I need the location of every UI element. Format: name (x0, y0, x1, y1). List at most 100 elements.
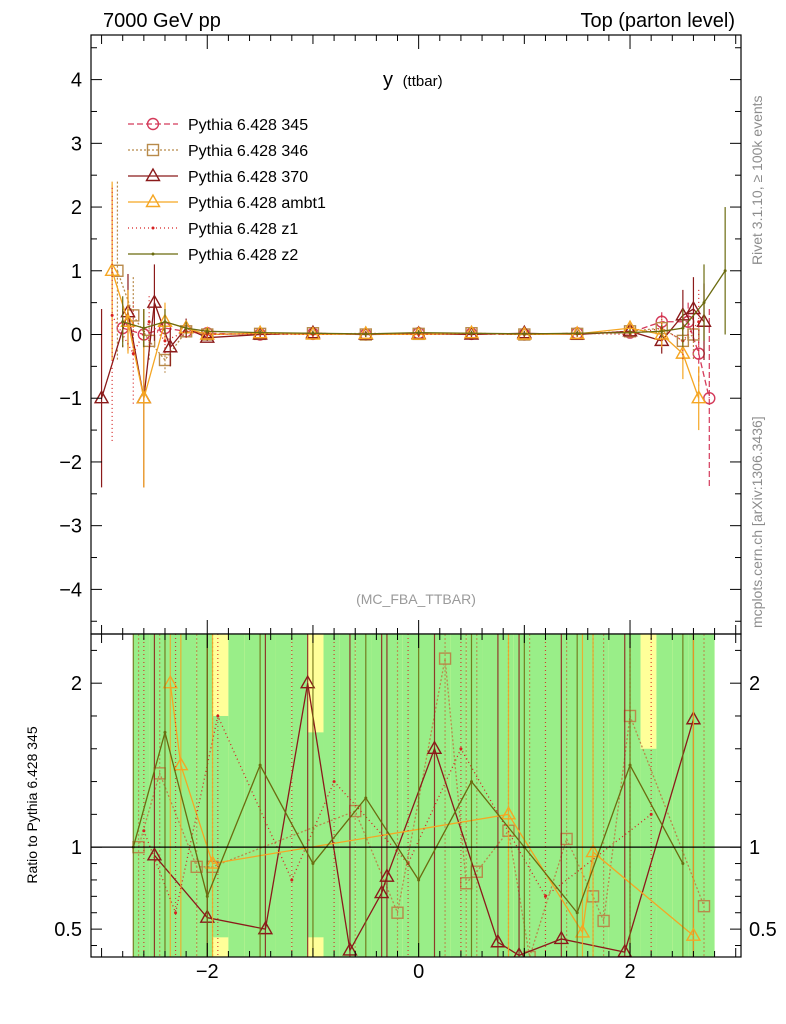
main-y-axis: −4 −3 −2 −1 0 1 2 3 4 (59, 47, 741, 622)
ratio-point (597, 914, 610, 928)
legend-label: Pythia 6.428 z1 (188, 221, 298, 238)
header-energy: 7000 GeV pp (103, 10, 221, 32)
data-point (162, 338, 178, 353)
ratio-point (685, 927, 702, 941)
data-point (199, 329, 215, 343)
band-inner (180, 634, 197, 957)
ratio-y-tick-label-left: 2 (71, 673, 82, 695)
ratio-point (373, 884, 390, 899)
legend-marker (151, 252, 155, 256)
data-point (163, 320, 167, 324)
legend-marker (146, 117, 160, 131)
main-series-group (93, 181, 727, 488)
band-inner (545, 634, 562, 957)
y-tick-label: −3 (59, 516, 82, 538)
data-point (142, 326, 146, 330)
ratio-point (146, 846, 163, 861)
band-inner (418, 634, 435, 957)
ratio-point (417, 878, 421, 882)
data-point (628, 331, 632, 335)
data-point (199, 326, 215, 340)
band-inner (656, 634, 673, 957)
data-point (469, 331, 473, 335)
legend-entry: Pythia 6.428 ambt1 (128, 193, 326, 212)
series-line (132, 729, 684, 915)
ratio-point (258, 763, 262, 767)
data-point (93, 389, 110, 404)
ratio-point (311, 862, 315, 866)
chart-title-sub: (ttbar) (403, 73, 443, 90)
x-tick-label: 2 (624, 961, 635, 983)
band-inner (672, 634, 689, 957)
data-point (184, 326, 188, 330)
band-inner (291, 634, 308, 957)
y-tick-label: 3 (71, 133, 82, 155)
ratio-ylabel: Ratio to Pythia 6.428 345 (24, 726, 40, 883)
y-tick-label: 1 (71, 261, 82, 283)
main-series-5 (121, 207, 727, 348)
ratio-point (162, 674, 178, 689)
x-axis: −2 0 2 (101, 35, 737, 983)
band-inner (593, 634, 609, 957)
legend-entry: Pythia 6.428 345 (128, 117, 308, 134)
series-line (100, 302, 705, 399)
data-point (364, 332, 368, 336)
ratio-point (142, 829, 146, 833)
legend-label: Pythia 6.428 ambt1 (188, 195, 326, 212)
main-panel: −4 −3 −2 −1 0 1 2 3 4 (59, 34, 742, 635)
ratio-uncertainty-bands (133, 634, 715, 957)
ratio-point (585, 843, 601, 858)
band-inner (133, 634, 150, 957)
ratio-point (575, 911, 579, 915)
ratio-point (628, 763, 632, 767)
band-inner (434, 634, 451, 957)
legend-entry: Pythia 6.428 z2 (128, 247, 298, 264)
legend-label: Pythia 6.428 370 (188, 169, 308, 186)
ratio-point (332, 780, 336, 784)
ratio-point (697, 899, 711, 913)
legend-entry: Pythia 6.428 346 (128, 143, 308, 160)
data-point (575, 331, 579, 335)
band-inner (275, 634, 292, 957)
y-tick-label: −1 (59, 388, 82, 410)
band-inner (244, 634, 261, 957)
data-point (703, 392, 716, 405)
ratio-y-tick-label-right: 1 (749, 837, 760, 859)
band-inner (355, 634, 372, 957)
ratio-point (649, 812, 653, 816)
chart-title: y (ttbar) (383, 69, 443, 91)
band-inner (402, 634, 419, 957)
band-inner (386, 634, 403, 957)
data-point (120, 313, 136, 327)
ratio-y-axis: 0.5 0.5 1 1 2 2 (54, 649, 777, 947)
ratio-point (204, 855, 221, 869)
data-point (358, 325, 374, 340)
band-inner (149, 634, 165, 957)
data-point (110, 313, 114, 317)
band-inner (704, 634, 715, 957)
data-point (104, 262, 120, 276)
ratio-frame (90, 633, 742, 958)
band-inner (529, 634, 546, 957)
y-tick-label: −2 (59, 452, 82, 474)
band-inner (482, 634, 498, 957)
data-point (660, 329, 664, 333)
band-inner (497, 634, 514, 957)
legend-entry: Pythia 6.428 370 (128, 167, 308, 186)
legend-marker (151, 226, 155, 230)
data-point (654, 326, 670, 340)
ratio-point (290, 878, 294, 882)
data-point (463, 324, 480, 339)
ratio-point (342, 942, 358, 956)
ratio-point (174, 911, 178, 915)
band-inner (164, 634, 181, 957)
ratio-series-group (131, 634, 711, 957)
y-tick-label: −4 (59, 579, 82, 601)
band-inner (307, 732, 324, 938)
band-inner (466, 634, 483, 957)
ratio-point (391, 906, 404, 919)
ratio-y-tick-label-left: 0.5 (54, 919, 82, 941)
series-line (116, 270, 694, 362)
band-inner (688, 634, 705, 957)
